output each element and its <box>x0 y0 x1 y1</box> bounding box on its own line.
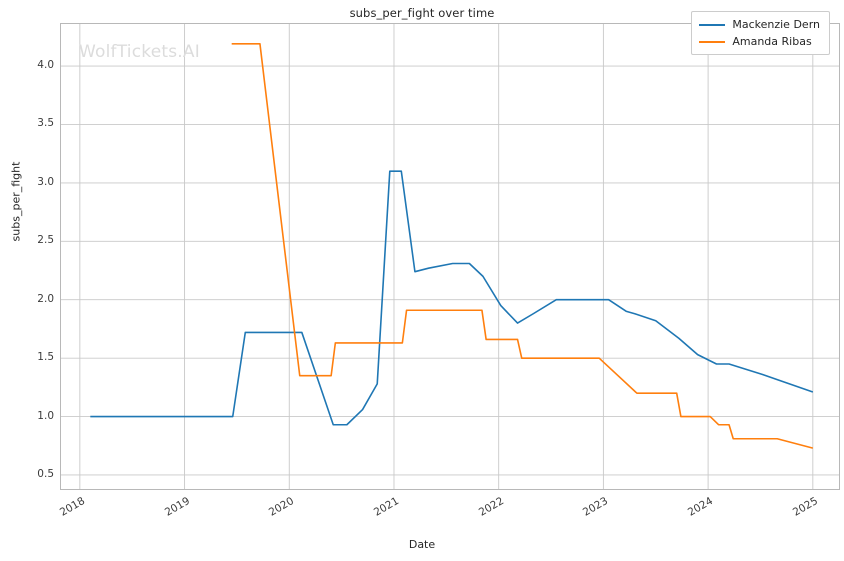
y-tick-2.5: 2.5 <box>37 234 54 247</box>
x-tick-2020: 2020 <box>267 495 297 519</box>
legend-item-amanda-ribas[interactable]: Amanda Ribas <box>699 35 820 48</box>
plot-area: WolfTickets.AI <box>60 23 840 490</box>
y-tick-3.5: 3.5 <box>37 117 54 130</box>
x-tick-2022: 2022 <box>476 495 506 519</box>
legend-label-amanda-ribas: Amanda Ribas <box>732 35 812 48</box>
legend-swatch-mackenzie-dern <box>699 23 726 26</box>
x-tick-2024: 2024 <box>685 495 716 519</box>
chart-title: subs_per_fight over time <box>349 6 495 20</box>
y-axis-tick-labels: 0.5 1.0 1.5 2.0 2.5 3.0 3.5 4.0 <box>0 0 54 561</box>
x-tick-2023: 2023 <box>581 495 611 519</box>
y-tick-1.5: 1.5 <box>37 351 54 364</box>
chart-legend: Mackenzie Dern Amanda Ribas <box>691 11 830 55</box>
legend-item-mackenzie-dern[interactable]: Mackenzie Dern <box>699 18 820 31</box>
gridlines <box>61 24 839 489</box>
x-tick-2019: 2019 <box>162 495 192 519</box>
x-axis-label: Date <box>408 538 436 551</box>
x-tick-2025: 2025 <box>790 495 820 519</box>
y-tick-1.0: 1.0 <box>37 409 54 422</box>
y-tick-3.0: 3.0 <box>37 175 54 188</box>
series-line-amanda-ribas <box>231 43 814 449</box>
x-tick-2018: 2018 <box>57 495 87 519</box>
series-line-mackenzie-dern <box>90 170 814 426</box>
y-tick-4.0: 4.0 <box>37 59 54 72</box>
y-tick-0.5: 0.5 <box>37 467 54 480</box>
series-lines <box>90 43 814 449</box>
plot-svg <box>61 24 839 489</box>
legend-swatch-amanda-ribas <box>699 40 726 43</box>
legend-label-mackenzie-dern: Mackenzie Dern <box>732 18 820 31</box>
y-tick-2.0: 2.0 <box>37 292 54 305</box>
x-tick-2021: 2021 <box>371 495 401 519</box>
